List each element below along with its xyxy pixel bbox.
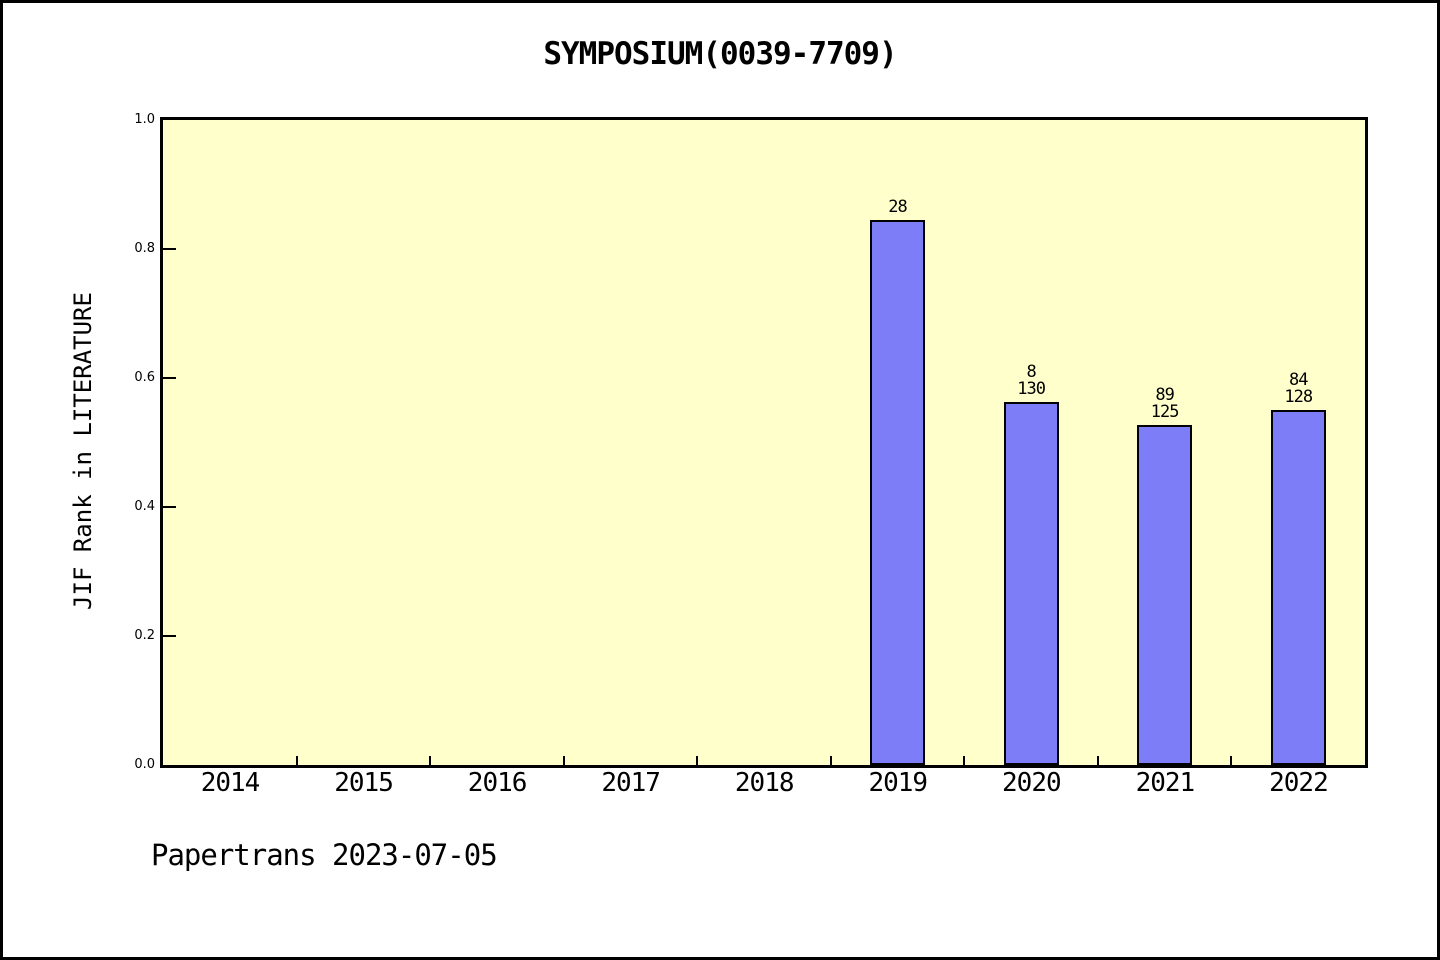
x-tick-label: 2014 [200,768,261,798]
bar-value-label: 28 [888,196,907,217]
y-tick-mark [163,248,176,250]
bar-2021 [1137,425,1193,765]
y-tick-mark [163,635,176,637]
x-tick-label: 2015 [334,768,394,798]
x-tick-label: 2019 [868,768,928,798]
y-tick-label: 0.2 [134,628,155,643]
plot-area: 28 8 130 89 125 84 128 [160,117,1368,768]
x-tick-label: 2016 [467,768,528,798]
x-tick-mark [429,756,432,765]
bar-value-label: 89 125 [1150,385,1180,423]
bar-value-label: 8 130 [1017,361,1046,399]
y-tick-label: 0.6 [134,370,155,385]
y-tick-mark [163,377,176,379]
y-tick-label: 0.4 [134,499,155,514]
x-tick-mark [829,756,832,765]
x-tick-label: 2020 [1002,768,1062,798]
x-tick-mark [696,756,699,765]
y-tick-label: 1.0 [134,112,155,127]
x-tick-mark [562,756,565,765]
x-tick-label: 2022 [1269,768,1329,798]
x-tick-label: 2021 [1135,768,1196,798]
bar-2022 [1270,409,1326,765]
bar-value-label: 84 128 [1284,369,1313,407]
y-tick-mark [163,506,176,508]
x-tick-mark [963,756,966,765]
y-axis-label: JIF Rank in LITERATURE [69,292,97,610]
bar-2020 [1003,401,1059,765]
bar-2019 [870,219,926,765]
y-tick-label: 0.8 [134,241,155,256]
x-tick-mark [1096,756,1099,765]
x-tick-mark [295,756,298,765]
y-tick-label: 0.0 [134,757,155,772]
x-tick-mark [1230,756,1233,765]
chart-title: SYMPOSIUM(0039-7709) [543,36,897,72]
footer-watermark: Papertrans 2023-07-05 [151,838,498,872]
x-tick-label: 2017 [601,768,661,798]
x-tick-label: 2018 [734,768,795,798]
